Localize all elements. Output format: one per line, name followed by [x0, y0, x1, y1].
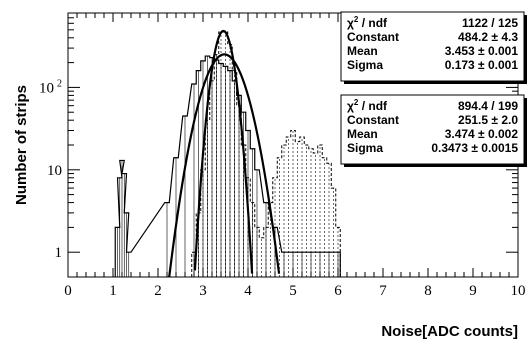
x-tick-label: 0 [64, 283, 72, 299]
y-tick-label: 10 [47, 163, 62, 179]
x-tick-label: 3 [199, 283, 207, 299]
stats-value: 3.474 ± 0.002 [445, 127, 519, 141]
stats-key: Sigma [347, 141, 383, 155]
stats-key: χ2 / ndf [347, 98, 388, 113]
x-tick-label: 10 [511, 283, 526, 299]
stats-key: Sigma [347, 58, 383, 72]
x-axis-tick-labels: 0 1 2 3 4 5 6 7 8 9 10 [64, 283, 525, 299]
stats-box [340, 11, 525, 82]
stats-value: 1122 / 125 [462, 16, 518, 30]
x-tick-label: 2 [154, 283, 162, 299]
y-tick-label: 10 [39, 80, 54, 96]
y-tick-label: 1 [55, 245, 63, 261]
dashed-histogram-series [191, 31, 341, 277]
stats-key: Constant [347, 30, 399, 44]
stats-value: 894.4 / 199 [458, 99, 518, 113]
y-axis-title: Number of strips [13, 85, 30, 205]
stats-value: 251.5 ± 2.0 [458, 113, 518, 127]
stats-value: 484.2 ± 4.3 [458, 30, 518, 44]
x-tick-label: 6 [334, 283, 342, 299]
gaussian-fit-curve [168, 53, 281, 277]
y-tick-exponent: 2 [57, 78, 62, 89]
gaussian-fit-curve [193, 29, 254, 274]
x-tick-label: 5 [289, 283, 297, 299]
stats-key: Mean [347, 44, 378, 58]
x-tick-label: 7 [379, 283, 387, 299]
stats-boxes: χ2 / ndf 1122 / 125 Constant 484.2 ± 4.3 Mea… [340, 11, 527, 167]
series-group [114, 29, 341, 277]
x-tick-label: 1 [109, 283, 117, 299]
stats-box [340, 94, 525, 165]
stats-key: Mean [347, 127, 378, 141]
stats-key: χ2 / ndf [347, 15, 388, 30]
stats-value: 0.3473 ± 0.0015 [431, 141, 518, 155]
stats-value: 0.173 ± 0.001 [445, 58, 519, 72]
x-tick-label: 9 [469, 283, 477, 299]
x-tick-label: 4 [244, 283, 252, 299]
stats-key: Constant [347, 113, 399, 127]
x-axis-title: Noise[ADC counts] [381, 323, 518, 340]
x-tick-label: 8 [424, 283, 432, 299]
solid-histogram-series [114, 55, 341, 277]
stats-value: 3.453 ± 0.001 [445, 44, 519, 58]
